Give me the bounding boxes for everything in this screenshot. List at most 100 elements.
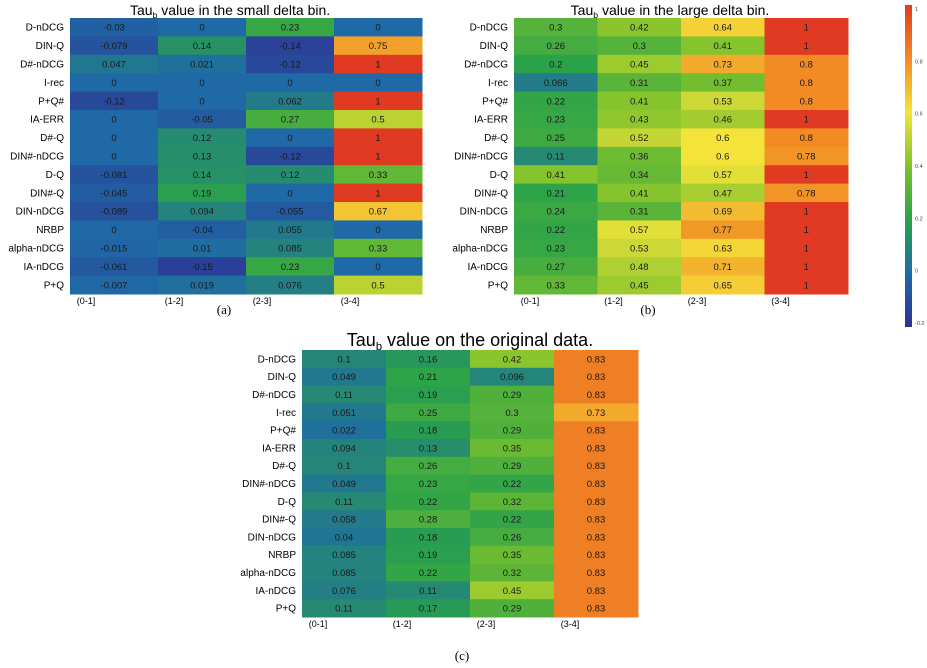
heatmap-cell	[334, 165, 423, 185]
heatmap-cell	[470, 367, 555, 387]
cell-value-label: 0.18	[419, 426, 438, 437]
heatmap-cell	[334, 73, 423, 93]
column-label: (0-1]	[77, 296, 96, 306]
column-label: (2-3]	[253, 296, 272, 306]
heatmap-cell	[158, 202, 247, 221]
cell-value-label: 0.73	[587, 408, 606, 419]
row-label: NRBP	[480, 225, 508, 236]
heatmap-cell	[334, 202, 423, 221]
cell-value-label: 0.83	[587, 497, 606, 508]
heatmap-cell	[470, 474, 555, 493]
heatmap-cell	[334, 18, 423, 37]
heatmap-cell	[597, 18, 682, 37]
cell-value-label: 0.25	[419, 408, 438, 419]
cell-value-label: 0.32	[503, 497, 522, 508]
heatmap-cell	[70, 36, 159, 56]
row-label: D#-Q	[40, 133, 64, 144]
cell-value-label: 0.83	[587, 532, 606, 543]
row-label: P+Q	[44, 280, 65, 291]
title-prefix: Tau	[346, 330, 376, 350]
cell-value-label: 0.062	[278, 96, 302, 107]
cell-value-label: 0.094	[190, 207, 214, 218]
cell-value-label: 0.35	[503, 443, 522, 454]
title-suffix: value in the large delta bin.	[598, 2, 770, 18]
cell-value-label: 0.1	[337, 461, 350, 472]
heatmap-cell	[470, 403, 555, 422]
row-label: I-rec	[276, 408, 296, 419]
cell-value-label: 0	[375, 262, 380, 273]
heatmap-cell	[681, 165, 765, 185]
column-label: (2-3]	[688, 296, 707, 306]
heatmap-cell	[158, 275, 247, 295]
cell-value-label: 0.83	[587, 515, 606, 526]
heatmap-cell	[597, 110, 682, 129]
row-label: IA-ERR	[30, 115, 64, 126]
heatmap-cell	[70, 73, 159, 93]
cell-value-label: 0.066	[544, 78, 568, 89]
heatmap-cell	[764, 202, 849, 221]
cell-value-label: 0.42	[630, 23, 649, 34]
cell-value-label: 0.3	[633, 41, 646, 52]
cell-value-label: 0.26	[419, 461, 438, 472]
heatmap-cell	[470, 492, 555, 511]
cell-value-label: -0.12	[279, 152, 301, 163]
heatmap-cell	[246, 165, 335, 185]
heatmap-cell	[764, 275, 849, 295]
cell-value-label: 0.076	[332, 586, 356, 597]
cell-value-label: 0.63	[714, 244, 733, 255]
column-label: (1-2]	[604, 296, 623, 306]
heatmap-cell	[334, 257, 423, 277]
row-label: DIN-Q	[268, 372, 297, 383]
cell-value-label: 1	[804, 207, 809, 218]
cell-value-label: 0.35	[503, 550, 522, 561]
heatmap-cell	[470, 599, 555, 618]
row-label: DIN#-nDCG	[454, 152, 508, 163]
title-prefix: Tau	[570, 2, 594, 18]
heatmap-cell	[70, 54, 159, 74]
heatmap-cell	[302, 510, 387, 529]
row-label: DIN-Q	[480, 41, 509, 52]
heatmap-cell	[554, 492, 639, 511]
heatmap-cell	[386, 581, 471, 600]
row-label: DIN-Q	[36, 41, 65, 52]
row-label: DIN#-nDCG	[242, 479, 296, 490]
cell-value-label: 0.22	[419, 568, 438, 579]
heatmap-cell	[470, 421, 555, 440]
heatmap-cell	[70, 202, 159, 221]
heatmap-cell	[386, 492, 471, 511]
heatmap-cell	[597, 36, 682, 56]
heatmap-cell	[470, 510, 555, 529]
heatmap-cell	[246, 275, 335, 295]
row-label: D-Q	[490, 170, 509, 181]
cell-value-label: 0.5	[371, 280, 384, 291]
heatmap-cell	[158, 36, 247, 56]
heatmap-cell	[681, 110, 765, 129]
row-label: D-Q	[278, 497, 297, 508]
colorbar: 1 0.8 0.6 0.4 0.2 0 -0.2	[905, 5, 924, 327]
row-label: alpha-nDCG	[452, 244, 508, 255]
cell-value-label: 0.57	[630, 225, 649, 236]
cell-value-label: 0.28	[419, 515, 438, 526]
heatmap-cell	[302, 403, 387, 422]
heatmap-cell	[246, 54, 335, 74]
heatmap-cell	[334, 110, 423, 129]
cell-value-label: -0.045	[101, 188, 128, 199]
heatmap-cell	[158, 91, 247, 111]
cell-value-label: 0.27	[281, 115, 300, 126]
cell-value-label: 0	[287, 133, 292, 144]
cell-value-label: 0.23	[419, 479, 438, 490]
panel-label: (a)	[216, 302, 232, 317]
cell-value-label: 0.83	[587, 586, 606, 597]
cell-value-label: 0.45	[630, 280, 649, 291]
cell-value-label: 0.41	[547, 170, 566, 181]
heatmap-cell	[764, 110, 849, 129]
heatmap-cell	[302, 528, 387, 547]
cell-value-label: 0	[199, 23, 204, 34]
row-label: alpha-nDCG	[240, 568, 296, 579]
row-label: DIN-nDCG	[248, 532, 297, 543]
heatmap-cell	[158, 110, 247, 129]
cell-value-label: 0.71	[714, 262, 733, 273]
heatmap-b: D-nDCG 0.3 0.42 0.64 1 DIN-Q 0.26 0.3 0.41 1 D#-nD…	[452, 18, 849, 306]
cell-value-label: 0.73	[714, 60, 733, 71]
heatmap-cell	[158, 54, 247, 74]
